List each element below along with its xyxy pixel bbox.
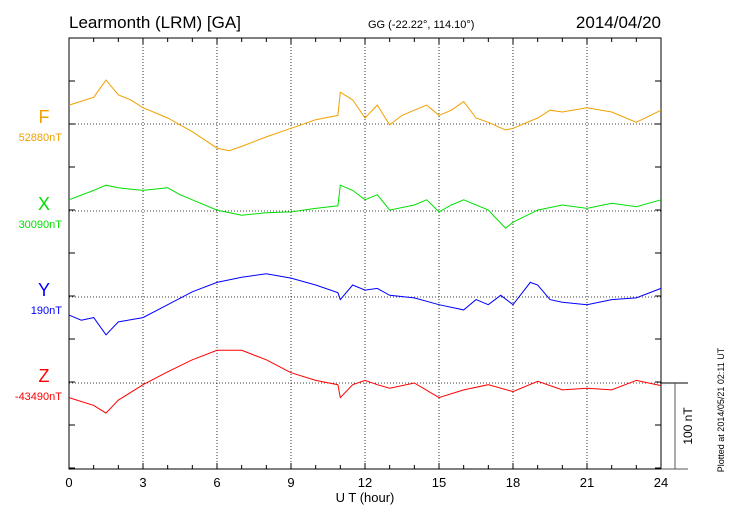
series-x-label: X <box>38 194 50 214</box>
series-f-line <box>68 79 662 152</box>
scale-bar: 100 nT <box>661 382 695 470</box>
series-z-baseline-value: -43490nT <box>15 391 62 403</box>
station-coords: GG (-22.22°, 114.10°) <box>368 19 474 31</box>
x-tick-label: 12 <box>358 475 372 490</box>
chart-date: 2014/04/20 <box>576 13 661 32</box>
x-tick-label: 24 <box>654 475 668 490</box>
series-y-line <box>68 273 662 336</box>
x-tick-label: 9 <box>287 475 294 490</box>
x-tick-label: 6 <box>213 475 220 490</box>
series-f-baseline-value: 52880nT <box>19 132 63 144</box>
x-tick-label: 0 <box>65 475 72 490</box>
chart-title: Learmonth (LRM) [GA] <box>69 13 241 32</box>
series-x-baseline-value: 30090nT <box>19 219 63 231</box>
scale-label: 100 nT <box>681 407 695 445</box>
x-tick-label: 15 <box>432 475 446 490</box>
series-z-label: Z <box>39 366 50 386</box>
series-y-label: Y <box>38 280 50 300</box>
x-tick-label: 21 <box>580 475 594 490</box>
x-tick-label: 18 <box>506 475 520 490</box>
series-x-line <box>68 184 662 229</box>
series-z-line <box>68 349 662 414</box>
x-tick-label: 3 <box>139 475 146 490</box>
plotted-timestamp: Plotted at 2014/05/21 02:11 UT <box>716 347 726 472</box>
x-axis-label: U T (hour) <box>336 490 395 505</box>
series-f-label: F <box>39 107 50 127</box>
series-y-baseline-value: 190nT <box>31 305 62 317</box>
